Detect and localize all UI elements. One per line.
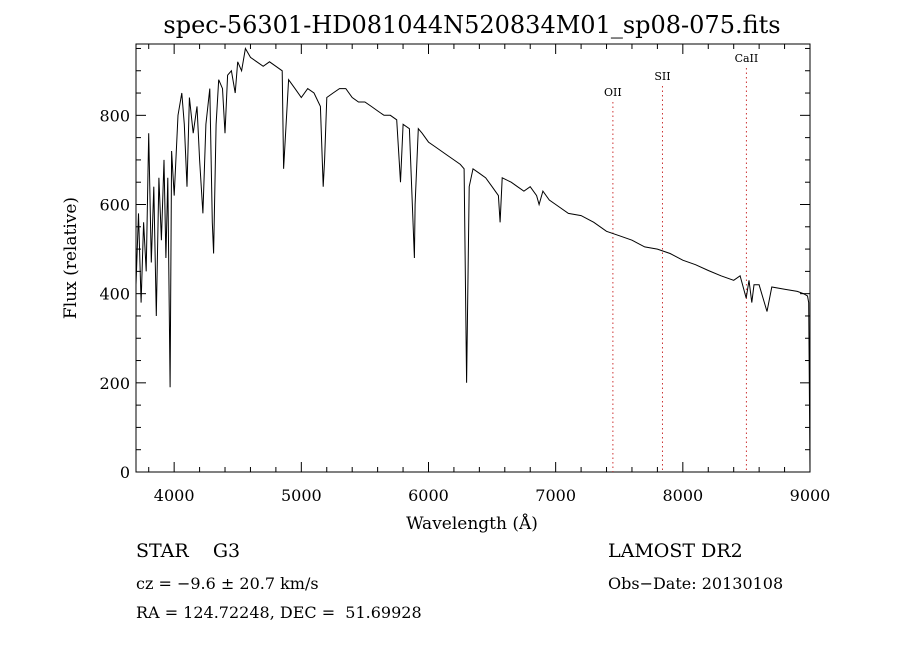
obs-date: Obs−Date: 20130108 [608, 574, 784, 593]
y-tick-label: 800 [99, 106, 130, 125]
survey-name: LAMOST DR2 [608, 540, 743, 562]
x-tick-label: 6000 [408, 486, 449, 505]
plot-frame [135, 43, 811, 473]
y-tick-label: 0 [120, 463, 130, 482]
x-tick-label: 4000 [154, 486, 195, 505]
x-tick-label: 7000 [535, 486, 576, 505]
spectrum-line [135, 47, 811, 473]
axis-ticks: 4000 5000 6000 7000 8000 9000 0 200 400 600 800 [99, 44, 830, 505]
chart-title: spec-56301-HD081044N520834M01_sp08-075.f… [163, 11, 780, 39]
x-tick-label: 8000 [662, 486, 703, 505]
spectral-line-markers: OII SII CaII [604, 52, 758, 472]
x-tick-label: 9000 [790, 486, 831, 505]
x-axis-label: Wavelength (Å) [406, 513, 538, 534]
y-tick-label: 600 [99, 196, 130, 215]
line-marker-label: CaII [735, 52, 759, 65]
object-class: STAR G3 [136, 540, 241, 562]
x-tick-label: 5000 [281, 486, 322, 505]
redshift-cz: cz = −9.6 ± 20.7 km/s [136, 574, 319, 593]
y-axis-label: Flux (relative) [61, 197, 81, 319]
y-tick-label: 400 [99, 285, 130, 304]
line-marker-label: SII [654, 70, 670, 83]
line-marker-label: OII [604, 86, 622, 99]
y-tick-label: 200 [99, 374, 130, 393]
ra-dec: RA = 124.72248, DEC = 51.69928 [136, 603, 422, 622]
